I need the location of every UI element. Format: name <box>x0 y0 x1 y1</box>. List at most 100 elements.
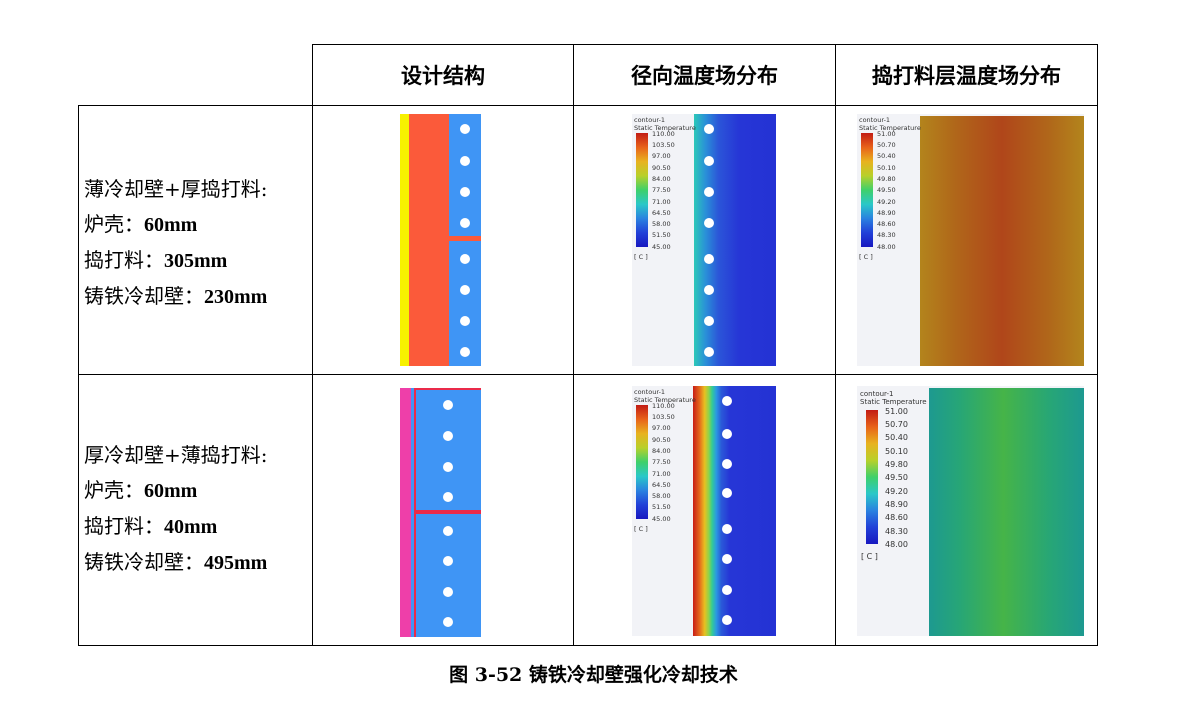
row1-structure-diagram <box>400 114 481 366</box>
col-divider-2 <box>573 44 574 646</box>
cooling-pipe-hole <box>704 156 714 166</box>
row1-shell-label: 炉壳： <box>84 212 144 236</box>
row2-ramming-value: 40mm <box>164 516 218 538</box>
row2-stave-label: 铸铁冷却壁： <box>84 550 204 574</box>
header-radial-temperature: 径向温度场分布 <box>631 64 778 88</box>
cooling-pipe-hole <box>722 615 732 625</box>
row2-radial-contour: contour-1 Static Temperature 110.00 103.… <box>632 386 776 636</box>
cooling-pipe-hole <box>460 285 470 295</box>
row1-radial-contour: contour-1 Static Temperature 110.00 103.… <box>632 114 776 366</box>
ramming-field-plot <box>920 116 1084 366</box>
stave-gap <box>449 236 481 241</box>
legend-tick: 90.50 <box>652 436 671 444</box>
row2-line-ramming: 捣打料：40mm <box>84 509 268 545</box>
row2-shell-label: 炉壳： <box>84 478 144 502</box>
legend-tick: 90.50 <box>652 164 671 172</box>
legend-tick: 48.30 <box>885 527 908 536</box>
legend-tick: 48.00 <box>877 243 896 251</box>
ramming-legend-title: contour-1 Static Temperature <box>859 116 921 132</box>
shell-layer <box>400 114 409 366</box>
cooling-pipe-hole <box>704 285 714 295</box>
shell-layer <box>400 388 411 637</box>
legend-tick: 51.00 <box>885 407 908 416</box>
legend-tick: 103.50 <box>652 413 675 421</box>
legend-contour-name: contour-1 <box>859 116 891 124</box>
stave-gap <box>414 510 481 514</box>
cooling-pipe-hole <box>460 187 470 197</box>
cooling-pipe-hole <box>704 316 714 326</box>
col-divider-3 <box>835 44 836 646</box>
legend-tick: 50.70 <box>885 420 908 429</box>
row2-ramming-label: 捣打料： <box>84 514 164 538</box>
legend-tick: 48.00 <box>885 540 908 549</box>
radial-field-plot <box>694 114 776 366</box>
row1-line-shell: 炉壳：60mm <box>84 207 268 243</box>
cooling-pipe-hole <box>722 429 732 439</box>
legend-tick: 51.50 <box>652 231 671 239</box>
legend-tick: 71.00 <box>652 198 671 206</box>
col-divider-1 <box>312 44 313 646</box>
ramming-colorbar <box>861 133 873 247</box>
table-left-border <box>78 105 79 646</box>
row2-description: 厚冷却壁+薄捣打料: 炉壳：60mm 捣打料：40mm 铸铁冷却壁：495mm <box>84 438 268 581</box>
table-bottom-border <box>78 645 1098 646</box>
legend-tick: 97.00 <box>652 424 671 432</box>
legend-unit: [ C ] <box>634 253 648 261</box>
legend-tick: 49.20 <box>877 198 896 206</box>
cooling-pipe-hole <box>443 431 453 441</box>
cooling-pipe-hole <box>460 156 470 166</box>
legend-tick: 58.00 <box>652 220 671 228</box>
ramming-legend-title: contour-1 Static Temperature <box>860 390 927 406</box>
radial-legend-title: contour-1 Static Temperature <box>634 116 696 132</box>
legend-quantity: Static Temperature <box>634 124 696 132</box>
row2-title: 厚冷却壁+薄捣打料: <box>84 443 268 467</box>
legend-tick: 110.00 <box>652 130 675 138</box>
cooling-pipe-hole <box>722 459 732 469</box>
row2-structure-diagram <box>400 388 481 637</box>
legend-unit: [ C ] <box>861 552 878 561</box>
legend-tick: 84.00 <box>652 175 671 183</box>
radial-colorbar <box>636 405 648 519</box>
legend-tick: 103.50 <box>652 141 675 149</box>
cooling-pipe-hole <box>704 347 714 357</box>
row1-title: 薄冷却壁+厚捣打料: <box>84 177 268 201</box>
legend-tick: 48.90 <box>877 209 896 217</box>
legend-tick: 50.40 <box>877 152 896 160</box>
legend-tick: 48.90 <box>885 500 908 509</box>
legend-tick: 48.30 <box>877 231 896 239</box>
row2-ramming-contour: contour-1 Static Temperature 51.00 50.70… <box>857 386 1084 636</box>
row1-ramming-value: 305mm <box>164 250 228 272</box>
cooling-pipe-hole <box>722 396 732 406</box>
legend-tick: 48.60 <box>885 513 908 522</box>
legend-tick: 49.20 <box>885 487 908 496</box>
legend-tick: 77.50 <box>652 186 671 194</box>
legend-tick: 77.50 <box>652 458 671 466</box>
row1-stave-value: 230mm <box>204 286 268 308</box>
legend-tick: 49.50 <box>885 473 908 482</box>
row1-description: 薄冷却壁+厚捣打料: 炉壳：60mm 捣打料：305mm 铸铁冷却壁：230mm <box>84 172 268 315</box>
cooling-pipe-hole <box>722 554 732 564</box>
legend-tick: 50.70 <box>877 141 896 149</box>
header-bottom-border <box>78 105 1098 106</box>
legend-tick: 45.00 <box>652 243 671 251</box>
cooling-pipe-hole <box>443 617 453 627</box>
radial-legend-title: contour-1 Static Temperature <box>634 388 696 404</box>
row1-shell-value: 60mm <box>144 214 198 236</box>
legend-contour-name: contour-1 <box>634 116 666 124</box>
header-ramming-temperature: 捣打料层温度场分布 <box>872 64 1061 88</box>
cooling-pipe-hole <box>704 187 714 197</box>
row2-stave-value: 495mm <box>204 552 268 574</box>
cooling-pipe-hole <box>722 524 732 534</box>
legend-tick: 50.10 <box>885 447 908 456</box>
radial-colorbar <box>636 133 648 247</box>
header-design-structure: 设计结构 <box>401 64 485 88</box>
ramming-field-plot <box>929 388 1084 636</box>
cooling-pipe-hole <box>443 526 453 536</box>
row1-line-ramming: 捣打料：305mm <box>84 243 268 279</box>
legend-tick: 49.80 <box>877 175 896 183</box>
legend-tick: 51.00 <box>877 130 896 138</box>
row2-line-stave: 铸铁冷却壁：495mm <box>84 545 268 581</box>
cooling-pipe-hole <box>460 316 470 326</box>
cooling-pipe-hole <box>704 218 714 228</box>
